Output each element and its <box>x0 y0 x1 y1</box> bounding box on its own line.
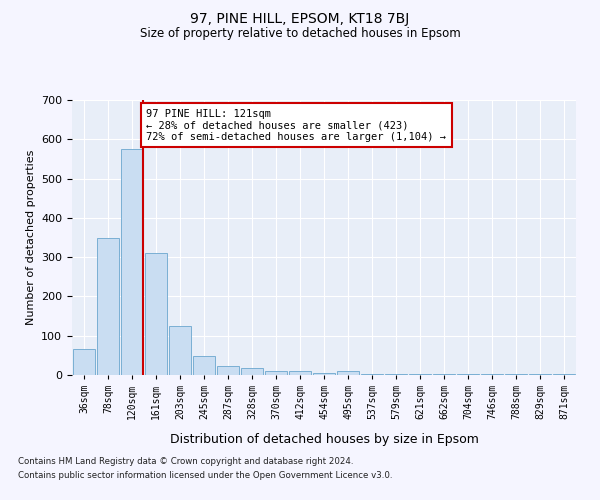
Text: Size of property relative to detached houses in Epsom: Size of property relative to detached ho… <box>140 28 460 40</box>
Bar <box>457 374 479 375</box>
Bar <box>409 374 431 375</box>
Bar <box>481 374 503 375</box>
Bar <box>385 374 407 375</box>
Bar <box>169 326 191 375</box>
Bar <box>193 356 215 375</box>
Bar <box>121 149 143 375</box>
X-axis label: Distribution of detached houses by size in Epsom: Distribution of detached houses by size … <box>170 433 478 446</box>
Bar <box>433 374 455 375</box>
Bar <box>145 253 167 375</box>
Y-axis label: Number of detached properties: Number of detached properties <box>26 150 35 325</box>
Bar <box>361 374 383 375</box>
Text: 97 PINE HILL: 121sqm
← 28% of detached houses are smaller (423)
72% of semi-deta: 97 PINE HILL: 121sqm ← 28% of detached h… <box>146 108 446 142</box>
Text: Contains public sector information licensed under the Open Government Licence v3: Contains public sector information licen… <box>18 471 392 480</box>
Text: Contains HM Land Registry data © Crown copyright and database right 2024.: Contains HM Land Registry data © Crown c… <box>18 458 353 466</box>
Bar <box>265 371 287 375</box>
Bar <box>217 366 239 375</box>
Bar <box>241 368 263 375</box>
Bar <box>505 374 527 375</box>
Bar <box>553 374 575 375</box>
Text: 97, PINE HILL, EPSOM, KT18 7BJ: 97, PINE HILL, EPSOM, KT18 7BJ <box>190 12 410 26</box>
Bar <box>529 374 551 375</box>
Bar <box>73 350 95 375</box>
Bar <box>337 371 359 375</box>
Bar <box>313 373 335 375</box>
Bar <box>289 371 311 375</box>
Bar <box>97 238 119 375</box>
